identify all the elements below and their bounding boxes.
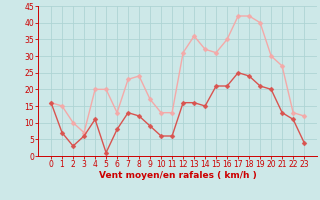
X-axis label: Vent moyen/en rafales ( km/h ): Vent moyen/en rafales ( km/h ): [99, 171, 256, 180]
